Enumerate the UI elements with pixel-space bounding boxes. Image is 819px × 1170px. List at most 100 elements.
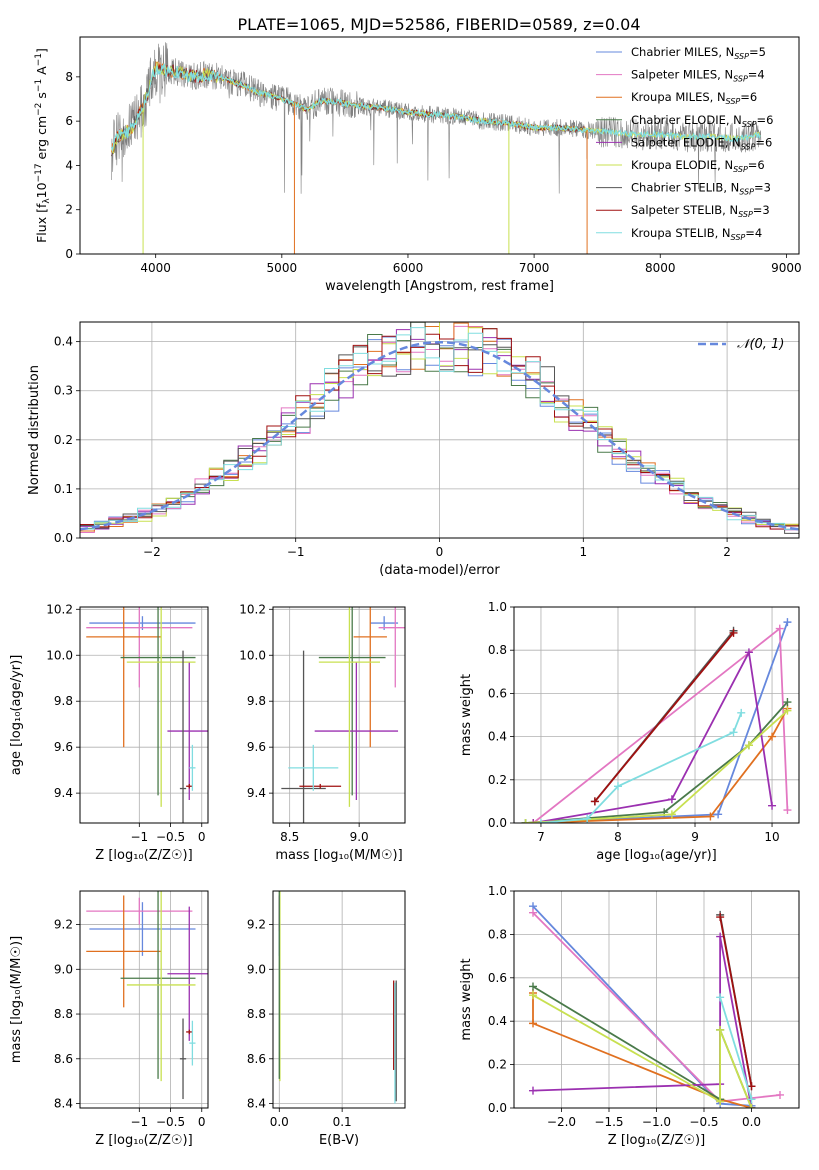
y-axis-label-part: ] bbox=[34, 48, 49, 53]
weight-marker bbox=[783, 698, 792, 707]
legend-label: Salpeter ELODIE, NSSP=6 bbox=[631, 135, 772, 151]
y-tick-label: 0.0 bbox=[54, 531, 73, 545]
plot-area bbox=[529, 902, 784, 1108]
y-tick-label: 0.6 bbox=[488, 971, 507, 985]
y-axis-label-part: λ bbox=[42, 198, 52, 204]
normal-curve bbox=[80, 340, 799, 531]
y-tick-label: 8.8 bbox=[247, 1007, 266, 1021]
legend-label: Chabrier STELIB, NSSP=3 bbox=[631, 181, 771, 197]
y-tick-label: 2 bbox=[65, 203, 73, 217]
weight-marker bbox=[714, 810, 723, 819]
y-tick-label: 10.0 bbox=[239, 648, 266, 662]
legend-label: Salpeter STELIB, NSSP=3 bbox=[631, 203, 770, 219]
y-tick-label: 0.2 bbox=[54, 433, 73, 447]
weight-marker bbox=[747, 1082, 756, 1091]
weight-line-chabrier-elodie bbox=[525, 701, 789, 823]
x-axis-label: (data-model)/error bbox=[379, 563, 500, 578]
legend-label-text: Chabrier STELIB, N bbox=[631, 181, 739, 195]
y-tick-label: 0 bbox=[65, 247, 73, 261]
legend-label-text: Salpeter ELODIE, N bbox=[631, 135, 741, 149]
y-tick-label: 0.8 bbox=[488, 643, 507, 657]
legend-label-tail: =5 bbox=[749, 45, 766, 59]
y-tick-label: 9.4 bbox=[54, 786, 73, 800]
x-axis-label: E(B-V) bbox=[319, 1133, 359, 1148]
axes-frame bbox=[272, 606, 406, 824]
y-tick-label: 9.8 bbox=[247, 694, 266, 708]
y-tick-label: 8 bbox=[65, 70, 73, 84]
y-axis-label-part: 10 bbox=[34, 182, 49, 198]
weight-marker bbox=[529, 1019, 537, 1028]
x-tick-label: −2 bbox=[143, 545, 161, 559]
y-tick-label: 0.0 bbox=[488, 1101, 507, 1115]
x-tick-label: 4000 bbox=[140, 261, 171, 275]
axes-frame bbox=[79, 606, 209, 824]
y-tick-label: 1.0 bbox=[488, 884, 507, 898]
weight-line-salpeter-stelib bbox=[719, 916, 753, 1087]
x-tick-label: −0.5 bbox=[156, 830, 185, 844]
y-axis-label-part: −1 bbox=[34, 79, 44, 92]
x-tick-label: 9.0 bbox=[350, 830, 369, 844]
y-tick-label: 0.8 bbox=[488, 927, 507, 941]
x-tick-label: −1 bbox=[130, 830, 148, 844]
legend-label-sub: SSP bbox=[731, 233, 746, 242]
legend-label-sub: SSP bbox=[738, 210, 753, 219]
legend-label: Kroupa MILES, NSSP=6 bbox=[631, 90, 757, 106]
axes-frame bbox=[272, 890, 406, 1109]
weight-marker bbox=[747, 1104, 756, 1108]
legend-label-sub: SSP bbox=[742, 120, 757, 129]
weight-marker bbox=[536, 819, 545, 823]
plot-area bbox=[86, 607, 208, 823]
y-tick-label: 4 bbox=[65, 158, 73, 172]
y-axis-label: Flux [fλ10−17 erg cm−2 s−1 A−1] bbox=[34, 48, 52, 243]
y-axis-label: mass weight bbox=[459, 958, 474, 1040]
y-tick-label: 0.1 bbox=[54, 482, 73, 496]
weight-marker bbox=[529, 991, 537, 1000]
x-axis-label: Z [log₁₀(Z/Z☉)] bbox=[95, 1133, 192, 1148]
weight-marker bbox=[783, 618, 792, 627]
panel-age-vs-mass: 8.5 9.0 9.4 9.6 9.8 10.0 10.2 mass [log₁₀(M/M☉)… bbox=[239, 602, 406, 863]
y-tick-label: 1.0 bbox=[488, 600, 507, 614]
plot-area bbox=[281, 607, 405, 823]
weight-line-kroupa-miles bbox=[533, 708, 789, 823]
y-axis-label: age [log₁₀(age/yr)] bbox=[9, 655, 24, 776]
y-tick-label: 8.8 bbox=[54, 1007, 73, 1021]
weight-marker bbox=[529, 1086, 537, 1095]
legend-label-text: Kroupa MILES, N bbox=[631, 90, 726, 104]
weight-marker bbox=[706, 812, 715, 821]
panel-residuals: 𝒩(0, 1) −2 −1 0 1 2 0.0 0.1 0.2 0.3 0.4 (data-model… bbox=[27, 321, 800, 578]
weight-marker bbox=[729, 628, 738, 637]
y-axis-label: mass weight bbox=[459, 674, 474, 756]
y-axis-label-part: A bbox=[34, 66, 49, 79]
legend-label: Chabrier MILES, NSSP=5 bbox=[631, 45, 766, 61]
weight-marker bbox=[716, 1025, 725, 1034]
weight-marker bbox=[521, 819, 530, 823]
weight-marker bbox=[783, 706, 792, 715]
figure-title: PLATE=1065, MJD=52586, FIBERID=0589, z=0… bbox=[237, 15, 640, 34]
x-tick-label: 0.0 bbox=[270, 1115, 289, 1129]
weight-line-salpeter-elodie bbox=[532, 936, 753, 1108]
weight-marker bbox=[716, 913, 725, 922]
x-tick-label: 9000 bbox=[771, 261, 802, 275]
y-axis-label-part: s bbox=[34, 92, 49, 103]
x-tick-label: 8000 bbox=[645, 261, 676, 275]
x-axis-label: mass [log₁₀(M/M☉)] bbox=[275, 848, 402, 863]
y-tick-label: 10.2 bbox=[46, 602, 73, 616]
y-tick-label: 0.4 bbox=[54, 335, 73, 349]
axes-frame bbox=[513, 606, 800, 824]
plot-area bbox=[110, 42, 762, 254]
y-tick-label: 8.6 bbox=[54, 1052, 73, 1066]
weight-marker bbox=[716, 993, 725, 1002]
y-tick-label: 0.2 bbox=[488, 1058, 507, 1072]
spectrum-data-line bbox=[111, 42, 762, 194]
weight-marker bbox=[737, 708, 746, 717]
y-tick-label: 9.2 bbox=[54, 918, 73, 932]
weight-marker bbox=[776, 1090, 784, 1099]
weight-marker bbox=[583, 814, 592, 823]
weight-line-kroupa-stelib bbox=[540, 712, 743, 823]
legend-label-tail: =6 bbox=[757, 113, 774, 127]
weight-marker bbox=[529, 908, 537, 917]
legend-label: Kroupa STELIB, NSSP=4 bbox=[631, 226, 762, 242]
y-tick-label: 9.4 bbox=[247, 786, 266, 800]
x-tick-label: 0 bbox=[436, 545, 444, 559]
